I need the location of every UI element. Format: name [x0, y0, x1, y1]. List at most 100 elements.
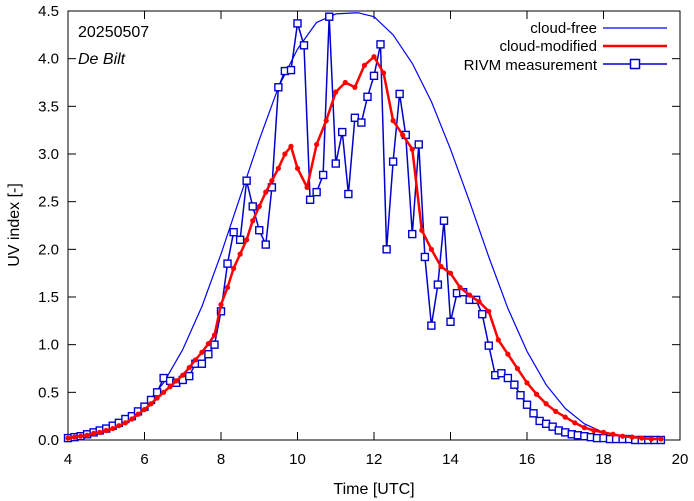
y-tick-label: 2.0 [38, 241, 59, 258]
data-point [505, 351, 511, 357]
data-point [446, 317, 455, 326]
data-point [514, 365, 521, 372]
data-point [382, 245, 391, 254]
data-point [350, 113, 360, 122]
data-point [363, 92, 372, 102]
legend: cloud-free cloud-modified RIVM measureme… [464, 20, 667, 74]
data-point [380, 70, 387, 76]
data-point [639, 435, 645, 441]
data-point [103, 427, 109, 434]
legend-label-cloud-free: cloud-free [530, 20, 597, 37]
data-point [205, 341, 211, 347]
series-cloud-free [67, 12, 661, 440]
data-point [433, 280, 443, 289]
data-point [457, 284, 463, 291]
data-point [648, 436, 654, 442]
data-point [361, 62, 368, 68]
x-tick-label: 8 [217, 451, 225, 468]
data-point [533, 391, 540, 397]
data-point [503, 373, 513, 383]
data-point [357, 118, 366, 127]
data-point [529, 409, 538, 418]
data-point [65, 435, 71, 441]
data-point [476, 299, 482, 305]
x-tick-label: 18 [595, 451, 612, 468]
data-point [229, 227, 238, 237]
station-annotation: De Bilt [78, 51, 126, 68]
data-point [224, 284, 231, 291]
data-point [304, 184, 310, 190]
data-point [400, 132, 406, 138]
data-point [409, 146, 415, 152]
data-point [495, 337, 501, 343]
data-point [620, 433, 626, 439]
data-point [282, 151, 288, 157]
data-point [263, 189, 269, 195]
data-point [244, 237, 250, 243]
data-point [250, 218, 256, 224]
data-point [199, 349, 205, 355]
data-point [167, 384, 173, 390]
data-point [197, 359, 207, 368]
y-tick-labels: 0.0 0.5 1.0 1.5 2.0 2.5 3.0 3.5 4.0 4.5 [38, 3, 59, 449]
x-tick-label: 4 [64, 451, 72, 468]
y-tick-label: 3.0 [38, 146, 59, 163]
x-tick-label: 10 [289, 451, 306, 468]
data-point [352, 84, 358, 90]
data-point [299, 41, 309, 50]
x-tick-label: 12 [366, 451, 383, 468]
data-point [516, 390, 525, 400]
data-point [325, 12, 334, 21]
data-point [237, 251, 243, 257]
y-tick-label: 1.0 [38, 337, 59, 354]
data-point [91, 430, 97, 436]
data-point [522, 400, 532, 409]
data-point [204, 350, 213, 359]
legend-marker-rivm-measurement [629, 58, 641, 70]
y-tick-label: 4.0 [38, 51, 59, 68]
data-point [318, 170, 328, 180]
x-tick-label: 16 [519, 451, 536, 468]
x-tick-label: 6 [140, 451, 148, 468]
data-point [135, 411, 141, 417]
data-point [591, 427, 597, 434]
data-point [192, 357, 198, 363]
data-point [275, 165, 281, 171]
data-point [305, 195, 315, 204]
data-point [369, 71, 379, 81]
data-point [286, 65, 296, 75]
data-point [658, 436, 664, 442]
data-point [312, 187, 321, 197]
plot-frame [67, 10, 681, 441]
data-point [543, 401, 549, 407]
data-point [180, 372, 186, 378]
data-point [629, 434, 635, 440]
data-point [294, 165, 301, 171]
data-point [478, 309, 487, 319]
x-axis-title: Time [UTC] [333, 481, 414, 498]
data-point [116, 423, 122, 429]
y-axis-title: UV index [-] [6, 183, 23, 267]
data-point [510, 380, 519, 389]
data-point [438, 263, 444, 270]
data-point [173, 378, 179, 384]
data-point [342, 79, 348, 86]
data-point [274, 83, 283, 92]
data-point [97, 429, 103, 435]
data-point [84, 432, 90, 438]
data-point [331, 159, 340, 168]
data-point [553, 408, 559, 414]
data-point [242, 176, 251, 185]
data-point [420, 252, 430, 262]
data-point [447, 270, 454, 276]
data-point [572, 420, 578, 426]
data-point [161, 389, 167, 395]
data-point [562, 414, 568, 420]
legend-label-cloud-modified: cloud-modified [499, 38, 597, 55]
x-tick-label: 20 [672, 451, 689, 468]
data-point [344, 189, 353, 199]
x-tick-labels: 4 6 8 10 12 14 16 18 20 [64, 451, 689, 468]
data-point [408, 229, 417, 239]
legend-label-rivm-measurement: RIVM measurement [464, 57, 598, 74]
